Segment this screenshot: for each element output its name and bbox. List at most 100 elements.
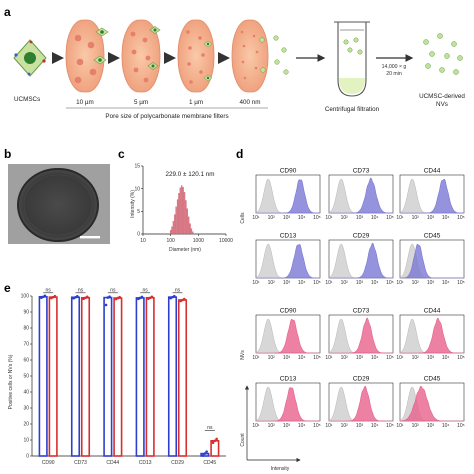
nanovesicle-micrograph bbox=[17, 168, 99, 242]
product-label: NVs bbox=[436, 101, 448, 108]
marker-y-tick-label: 60 bbox=[23, 358, 29, 364]
histogram-x-tick-label: 10¹ bbox=[252, 280, 260, 286]
flow-histogram: CD13 10¹ 10² 10³ 10⁴ 10⁵ bbox=[252, 376, 320, 430]
size-annotation: 229.0 ± 120.1 nm bbox=[166, 171, 215, 178]
histogram-marker-title: CD13 bbox=[280, 233, 297, 240]
marker-y-tick-label: 100 bbox=[21, 294, 30, 300]
positive-marker-curve bbox=[256, 244, 321, 279]
nvs-row-label: NVs bbox=[240, 350, 246, 360]
cell-fragment-icon bbox=[203, 40, 213, 48]
histogram-x-tick-label: 10⁵ bbox=[313, 280, 321, 286]
flow-histogram: CD90 10¹ 10² 10³ 10⁴ 10⁵ bbox=[252, 168, 320, 222]
vesicle-membrane bbox=[23, 174, 93, 236]
source-label: UCMSCs bbox=[14, 96, 40, 103]
histogram-x-tick-label: 10⁴ bbox=[371, 215, 379, 221]
pore-label: 400 nm bbox=[239, 99, 260, 106]
marker-bar-chart: 0 10 20 30 40 50 60 70 80 90 100 CD90 ns CD73 ns CD44 ns… bbox=[21, 287, 226, 466]
marker-y-tick-label: 30 bbox=[23, 406, 29, 412]
marker-replicate-dot bbox=[203, 452, 207, 455]
size-bar bbox=[169, 230, 172, 235]
marker-y-tick-label: 80 bbox=[23, 326, 29, 332]
size-bar bbox=[172, 221, 175, 235]
source-cell-icon bbox=[13, 39, 47, 77]
histogram-x-tick-label: 10¹ bbox=[396, 280, 404, 286]
histogram-x-tick-label: 10² bbox=[412, 215, 420, 221]
marker-category-label: CD90 bbox=[42, 460, 55, 466]
size-y-tick-label: 10 bbox=[134, 186, 140, 192]
vesicle-icon bbox=[260, 67, 266, 73]
flow-histogram: CD45 10¹ 10² 10³ 10⁴ 10⁵ bbox=[396, 376, 464, 430]
histogram-x-tick-label: 10³ bbox=[283, 355, 291, 361]
panel-a: a UCMSCs bbox=[4, 5, 465, 120]
histogram-marker-title: CD73 bbox=[353, 308, 370, 315]
histogram-x-tick-label: 10² bbox=[268, 423, 276, 429]
marker-bar bbox=[103, 296, 113, 457]
size-bar bbox=[183, 192, 186, 235]
histogram-x-tick-label: 10¹ bbox=[252, 423, 260, 429]
size-bar bbox=[182, 187, 184, 235]
positive-marker-curve bbox=[256, 319, 320, 354]
histogram-x-tick-label: 10¹ bbox=[396, 355, 404, 361]
histogram-x-tick-label: 10³ bbox=[427, 280, 435, 286]
histogram-x-tick-label: 10² bbox=[341, 215, 349, 221]
marker-replicate-dot bbox=[205, 450, 208, 453]
size-y-tick-label: 15 bbox=[134, 164, 140, 170]
histogram-marker-title: CD73 bbox=[353, 168, 370, 175]
marker-category-label: CD29 bbox=[171, 460, 184, 466]
size-x-label: Diameter (nm) bbox=[169, 247, 201, 253]
spin-speed: 14,000 × g bbox=[382, 64, 407, 70]
marker-bar bbox=[145, 296, 155, 457]
histogram-x-tick-label: 10³ bbox=[427, 215, 435, 221]
histogram-x-tick-label: 10³ bbox=[356, 280, 364, 286]
histogram-marker-title: CD13 bbox=[280, 376, 297, 383]
significance-label: ns bbox=[110, 287, 116, 293]
marker-replicate-dot bbox=[213, 439, 217, 443]
histogram-x-tick-label: 10⁴ bbox=[371, 355, 379, 361]
positive-marker-curve bbox=[329, 317, 393, 354]
histogram-x-tick-label: 10³ bbox=[427, 423, 435, 429]
histogram-x-tick-label: 10⁴ bbox=[298, 280, 306, 286]
positive-marker-curve bbox=[399, 385, 464, 422]
size-bar bbox=[186, 208, 188, 235]
nv-product-icon bbox=[423, 33, 463, 75]
marker-bar bbox=[135, 297, 145, 457]
positive-marker-curve bbox=[329, 177, 394, 214]
histogram-x-tick-label: 10¹ bbox=[325, 355, 333, 361]
histogram-marker-title: CD45 bbox=[424, 376, 441, 383]
vesicle-cluster bbox=[273, 35, 289, 75]
size-y-label: Intensity (%) bbox=[130, 190, 136, 218]
histogram-x-tick-label: 10³ bbox=[356, 355, 364, 361]
histogram-x-tick-label: 10² bbox=[268, 355, 276, 361]
positive-marker-curve bbox=[256, 387, 320, 422]
marker-replicate-dot bbox=[53, 294, 57, 298]
histogram-x-tick-label: 10⁵ bbox=[386, 280, 394, 286]
marker-replicate-dot bbox=[183, 297, 186, 301]
significance-label: ns bbox=[143, 287, 149, 293]
panel-a-letter: a bbox=[4, 5, 11, 19]
size-bar bbox=[190, 228, 193, 235]
marker-replicate-dot bbox=[211, 441, 215, 445]
histogram-marker-title: CD29 bbox=[353, 376, 370, 383]
size-x-tick-label: 1000 bbox=[193, 238, 204, 244]
histogram-x-tick-label: 10⁵ bbox=[313, 423, 321, 429]
histogram-x-tick-label: 10² bbox=[268, 215, 276, 221]
filter-caption: Pore size of polycarbonate membrane filt… bbox=[105, 113, 228, 120]
marker-y-tick-label: 50 bbox=[23, 374, 29, 380]
marker-bar bbox=[48, 296, 58, 457]
histogram-x-tick-label: 10¹ bbox=[252, 215, 260, 221]
cell-fragment-icon bbox=[147, 62, 159, 70]
histogram-x-tick-label: 10² bbox=[341, 355, 349, 361]
marker-replicate-dot bbox=[86, 295, 89, 299]
panel-c-letter: c bbox=[118, 147, 125, 161]
marker-replicate-dot bbox=[76, 295, 79, 298]
histogram-x-tick-label: 10⁴ bbox=[442, 215, 450, 221]
flow-histogram: CD13 10¹ 10² 10³ 10⁴ 10⁵ bbox=[252, 233, 320, 287]
size-bar bbox=[192, 231, 194, 235]
histogram-x-tick-label: 10² bbox=[412, 423, 420, 429]
filter-disc-3 bbox=[177, 19, 215, 93]
panel-b-letter: b bbox=[4, 147, 11, 161]
histogram-x-tick-label: 10³ bbox=[283, 423, 291, 429]
flow-histogram: CD29 10¹ 10² 10³ 10⁴ 10⁵ bbox=[325, 233, 393, 287]
